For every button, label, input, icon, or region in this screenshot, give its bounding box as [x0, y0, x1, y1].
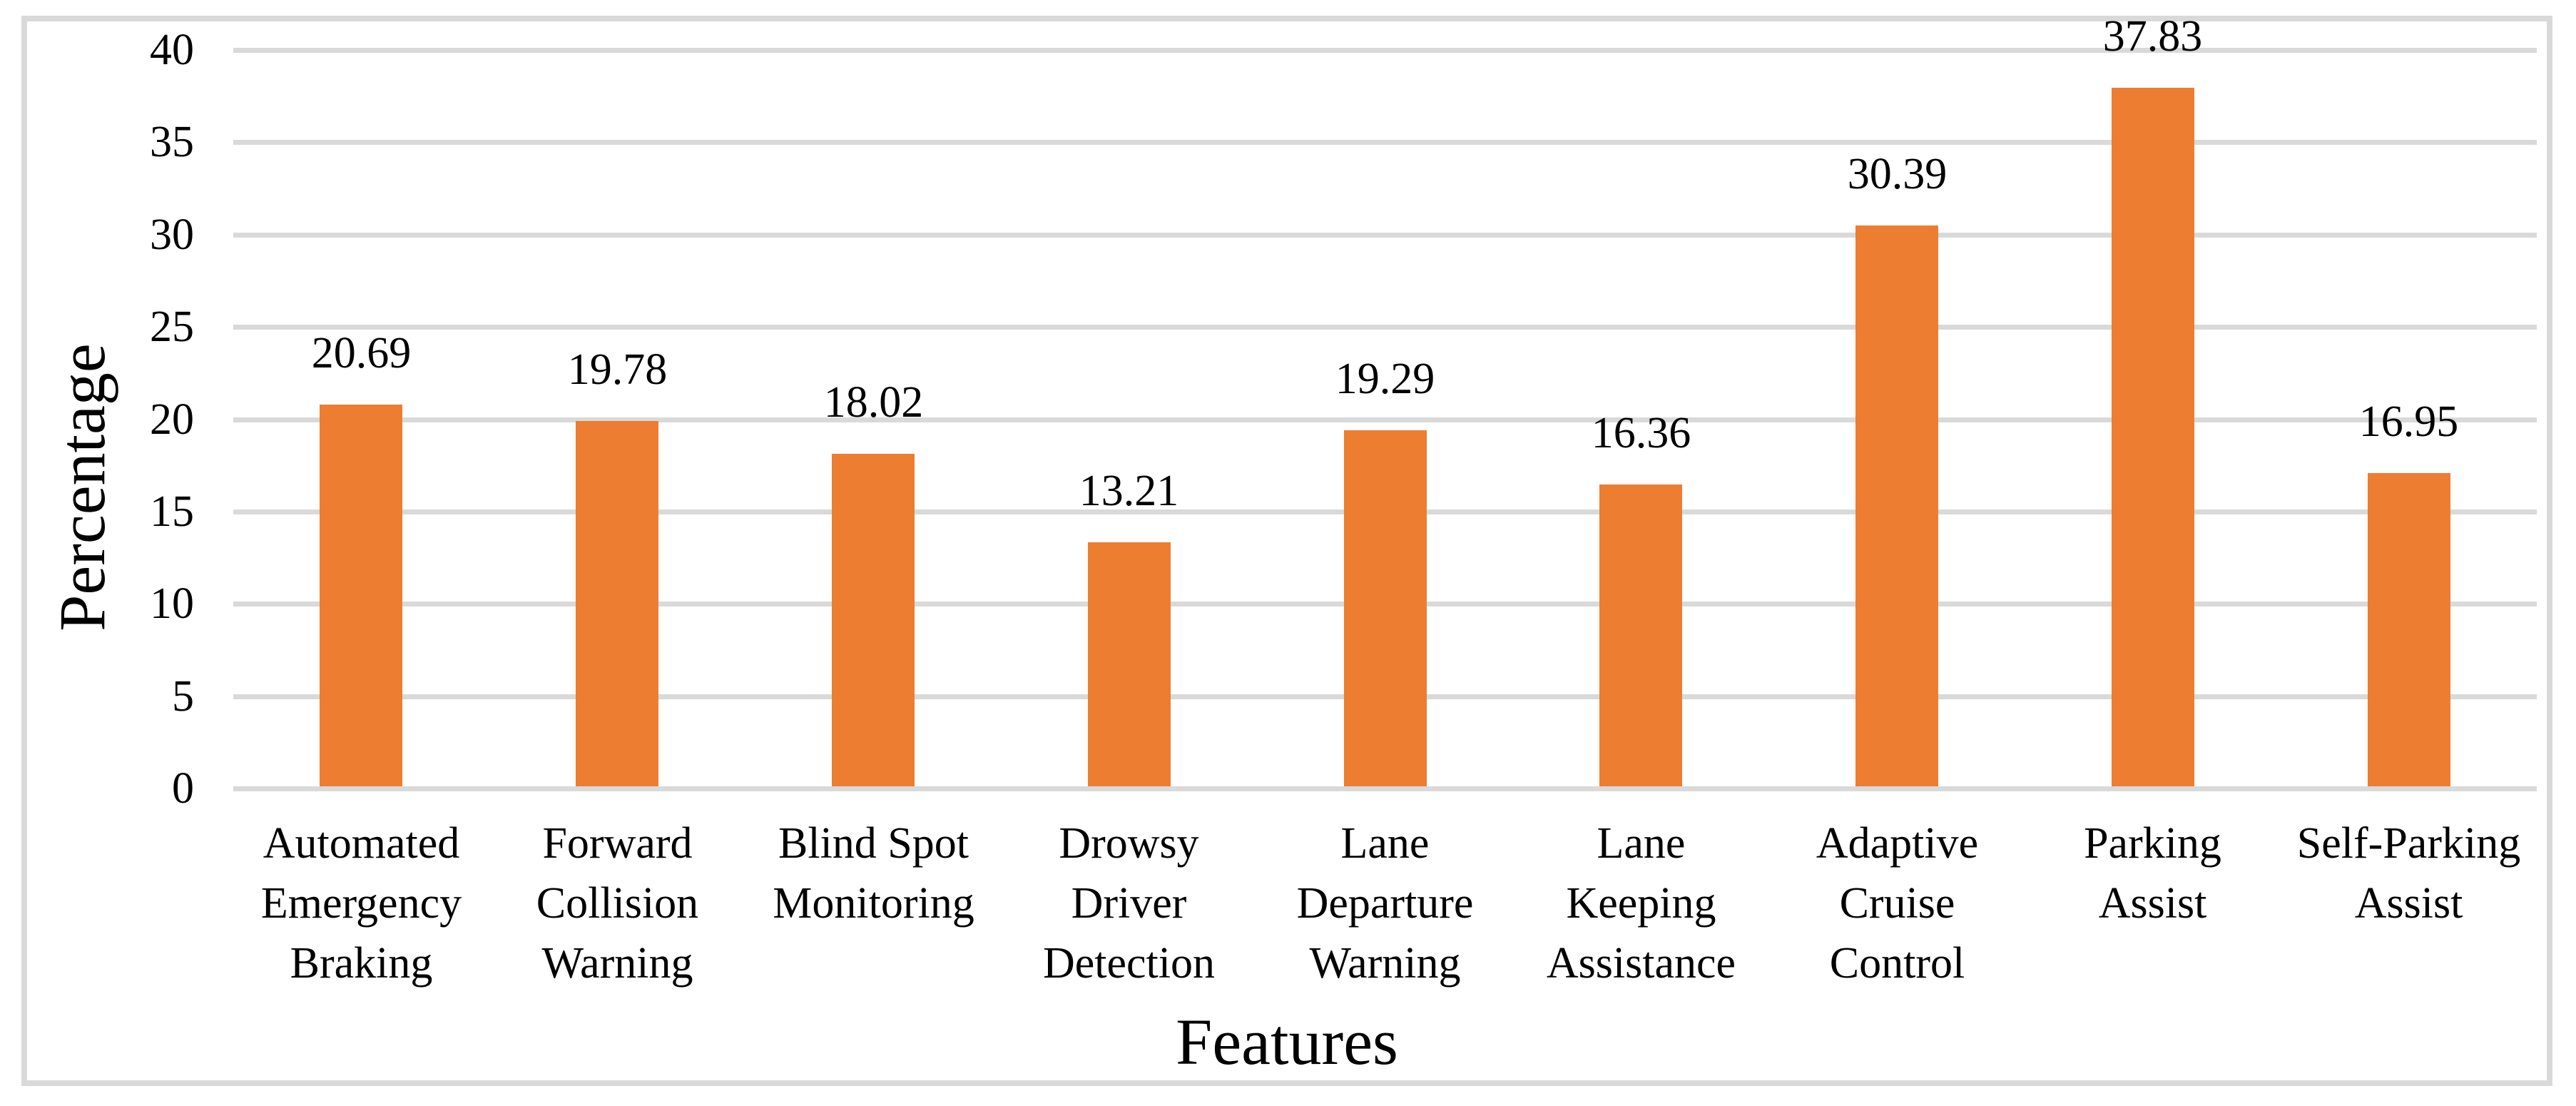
bar-value-label: 16.95	[2358, 397, 2459, 446]
x-category-label-line: Assist	[2354, 879, 2463, 928]
x-category-label: Lane Keeping Assistance	[1506, 813, 1776, 993]
bar	[1599, 484, 1682, 786]
y-tick-label: 5	[172, 672, 194, 721]
x-category-label: Blind Spot Monitoring	[738, 813, 1009, 933]
x-category-label-line: Collision	[536, 879, 699, 928]
x-category-label-line: Control	[1829, 939, 1965, 988]
gridline	[233, 325, 2537, 330]
bar-value-label: 37.83	[2102, 12, 2203, 61]
x-category-label-line: Driver	[1071, 879, 1187, 928]
x-category-label-line: Lane	[1597, 819, 1686, 868]
x-category-label-line: Detection	[1042, 939, 1215, 988]
bar-value-label: 16.36	[1591, 409, 1691, 457]
x-category-label-line: Automated	[263, 819, 460, 868]
x-category-label-line: Forward	[542, 819, 693, 868]
x-category-label-line: Parking	[2084, 819, 2221, 868]
y-tick-label: 15	[150, 487, 194, 536]
bar	[832, 454, 915, 786]
bar-value-label: 18.02	[823, 378, 924, 427]
x-category-label-line: Lane	[1340, 819, 1430, 868]
bar-value-label: 19.29	[1335, 355, 1435, 403]
bar	[1088, 542, 1171, 786]
x-category-label-line: Keeping	[1566, 879, 1716, 928]
x-category-label-line: Braking	[290, 939, 433, 988]
x-category-label-line: Monitoring	[773, 879, 974, 928]
bar-value-label: 19.78	[567, 345, 668, 394]
y-tick-label: 20	[150, 395, 194, 444]
x-category-label: Lane Departure Warning	[1250, 813, 1520, 993]
gridline	[233, 417, 2537, 422]
x-category-label-line: Assist	[2098, 879, 2207, 928]
y-tick-label: 35	[150, 118, 194, 166]
x-category-label: Self-Parking Assist	[2274, 813, 2544, 933]
gridline	[233, 140, 2537, 145]
x-category-label: Parking Assist	[2017, 813, 2288, 933]
bar	[576, 421, 658, 786]
x-category-label-line: Emergency	[260, 879, 462, 928]
gridline	[233, 48, 2537, 53]
x-category-label-line: Self-Parking	[2296, 819, 2521, 868]
bar	[2112, 88, 2194, 786]
x-category-label-line: Warning	[1309, 939, 1461, 988]
gridline	[233, 786, 2537, 791]
y-tick-label: 25	[150, 303, 194, 351]
bar	[2368, 473, 2450, 786]
bar-value-label: 13.21	[1079, 467, 1179, 515]
bar	[1344, 430, 1427, 786]
x-category-label-line: Assistance	[1546, 939, 1736, 988]
x-category-label: Automated Emergency Braking	[226, 813, 497, 993]
x-axis-title: Features	[1176, 1005, 1398, 1078]
x-category-label-line: Cruise	[1839, 879, 1955, 928]
y-tick-label: 40	[150, 26, 194, 74]
x-category-label-line: Warning	[541, 939, 693, 988]
x-category-label: Drowsy Driver Detection	[994, 813, 1264, 993]
y-tick-label: 30	[150, 210, 194, 259]
y-tick-label: 0	[172, 764, 194, 813]
x-category-label-line: Blind Spot	[778, 819, 969, 868]
gridline	[233, 233, 2537, 238]
y-tick-label: 10	[150, 579, 194, 628]
x-category-label-line: Departure	[1296, 879, 1474, 928]
x-category-label: Forward Collision Warning	[482, 813, 753, 993]
bar-value-label: 20.69	[311, 329, 412, 377]
bar	[1855, 225, 1938, 786]
x-category-label-line: Adaptive	[1816, 819, 1979, 868]
x-category-label: Adaptive Cruise Control	[1762, 813, 2032, 993]
bar-value-label: 30.39	[1847, 150, 1948, 198]
x-category-label-line: Drowsy	[1059, 819, 1199, 868]
bar	[320, 405, 402, 786]
